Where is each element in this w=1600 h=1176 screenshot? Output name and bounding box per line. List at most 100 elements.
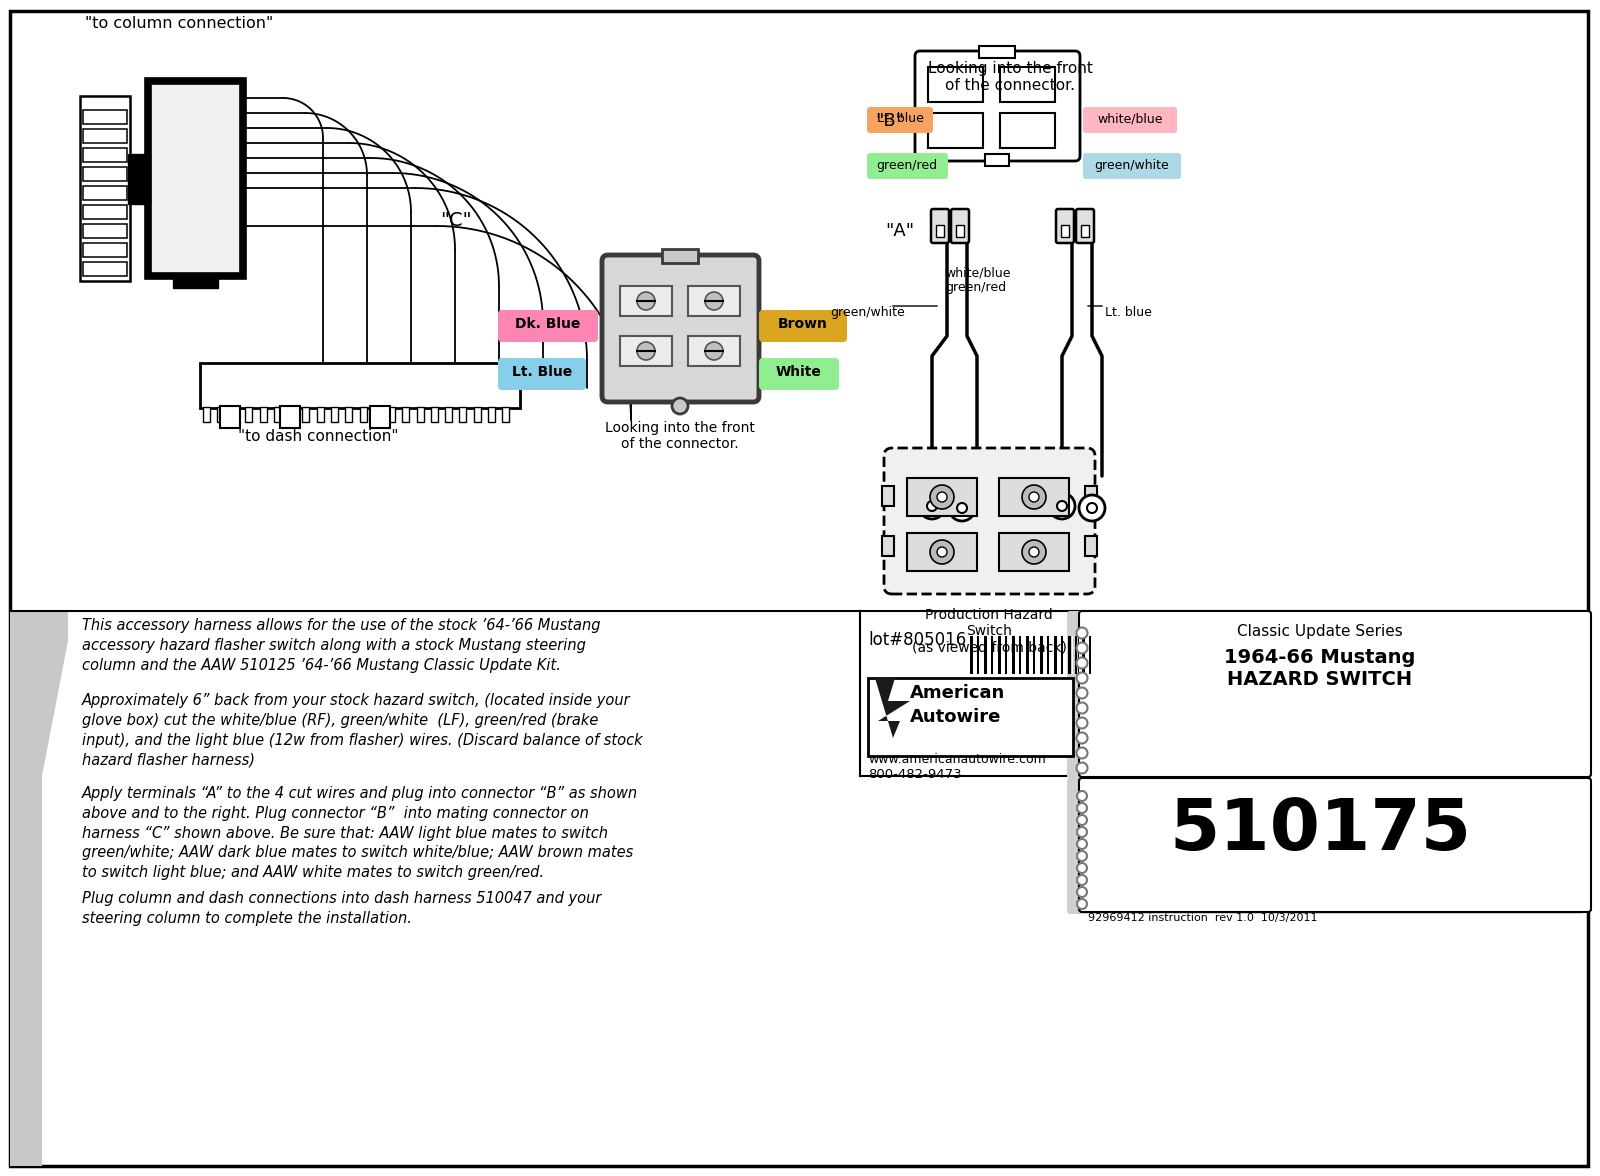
Bar [445,407,453,422]
Bar [83,111,126,123]
Bar [907,477,978,516]
Bar [370,406,390,428]
Bar [459,407,466,422]
FancyBboxPatch shape [1056,209,1074,243]
Circle shape [672,397,688,414]
Circle shape [1077,838,1086,849]
FancyBboxPatch shape [931,209,949,243]
Bar [360,407,366,422]
Bar [418,407,424,422]
FancyBboxPatch shape [1078,779,1590,913]
Text: green/red: green/red [877,159,938,172]
Text: American: American [910,684,1005,702]
Circle shape [1077,791,1086,801]
Bar [970,636,973,674]
Bar [621,286,672,316]
FancyBboxPatch shape [1067,612,1582,779]
Circle shape [1077,628,1088,639]
Bar [1061,225,1069,238]
Text: Dk. Blue: Dk. Blue [515,318,581,330]
Bar [346,407,352,422]
FancyBboxPatch shape [950,209,970,243]
Circle shape [938,547,947,557]
Text: 92969412 instruction  rev 1.0  10/3/2011: 92969412 instruction rev 1.0 10/3/2011 [1088,913,1317,923]
Bar [83,148,126,162]
Bar [882,536,894,556]
Text: Brown: Brown [778,318,827,330]
Circle shape [1077,827,1086,837]
Bar [1082,225,1090,238]
Circle shape [706,292,723,310]
Text: Lt. blue: Lt. blue [877,113,923,126]
Bar [1085,486,1098,506]
Bar [259,407,267,422]
Text: www.americanautowire.com: www.americanautowire.com [867,753,1046,766]
Circle shape [1077,851,1086,861]
Circle shape [1029,547,1038,557]
Bar [374,407,381,422]
Bar [621,336,672,366]
Bar [1013,636,1014,674]
Bar [83,167,126,181]
Text: 800-482-9473: 800-482-9473 [867,768,962,781]
Circle shape [1077,673,1088,683]
Circle shape [1077,717,1088,728]
Text: Autowire: Autowire [910,708,1002,726]
FancyBboxPatch shape [602,255,758,402]
Bar [1085,536,1098,556]
Bar [979,46,1014,58]
Bar [83,186,126,200]
Bar [221,406,240,428]
Bar [662,249,698,263]
Circle shape [1077,863,1086,873]
Circle shape [1077,875,1086,886]
Circle shape [949,495,974,521]
Bar [200,363,520,408]
Bar [331,407,338,422]
Circle shape [637,342,654,360]
Text: white/blue: white/blue [946,266,1011,279]
FancyBboxPatch shape [1075,209,1094,243]
FancyBboxPatch shape [1067,779,1582,914]
Bar [430,407,438,422]
Text: Classic Update Series: Classic Update Series [1237,624,1403,639]
Circle shape [1022,485,1046,509]
Text: 1964-66 Mustang: 1964-66 Mustang [1224,648,1416,667]
Bar [128,154,150,203]
Text: green/white: green/white [1094,159,1170,172]
Bar [80,96,130,281]
Bar [984,636,987,674]
Bar [928,67,982,102]
FancyBboxPatch shape [498,310,598,342]
Text: This accessory harness allows for the use of the stock ’64-’66 Mustang
accessory: This accessory harness allows for the us… [82,619,600,673]
Circle shape [1077,887,1086,897]
Circle shape [1058,501,1067,512]
Text: Looking into the front
of the connector.: Looking into the front of the connector. [605,421,755,452]
Bar [998,477,1069,516]
FancyBboxPatch shape [758,310,846,342]
Text: white/blue: white/blue [1098,113,1163,126]
FancyBboxPatch shape [915,51,1080,161]
Bar [302,407,309,422]
Bar [317,407,323,422]
FancyBboxPatch shape [1078,612,1590,777]
Text: Lt. Blue: Lt. Blue [512,365,573,379]
Bar [402,407,410,422]
Circle shape [1078,495,1106,521]
Bar [957,225,963,238]
Bar [907,533,978,572]
Text: "B": "B" [875,112,904,131]
Bar [474,407,482,422]
Text: Lt. blue: Lt. blue [1106,306,1152,319]
Bar [998,533,1069,572]
Bar [867,679,1074,756]
Bar [1054,636,1058,674]
Text: Approximately 6” back from your stock hazard switch, (located inside your
glove : Approximately 6” back from your stock ha… [82,693,643,768]
Bar [688,286,739,316]
Bar [245,407,253,422]
Text: Looking into the front
of the connector.: Looking into the front of the connector. [928,61,1093,93]
Bar [688,336,739,366]
Circle shape [706,342,723,360]
Bar [1082,636,1085,674]
Text: 510175: 510175 [1170,796,1470,866]
